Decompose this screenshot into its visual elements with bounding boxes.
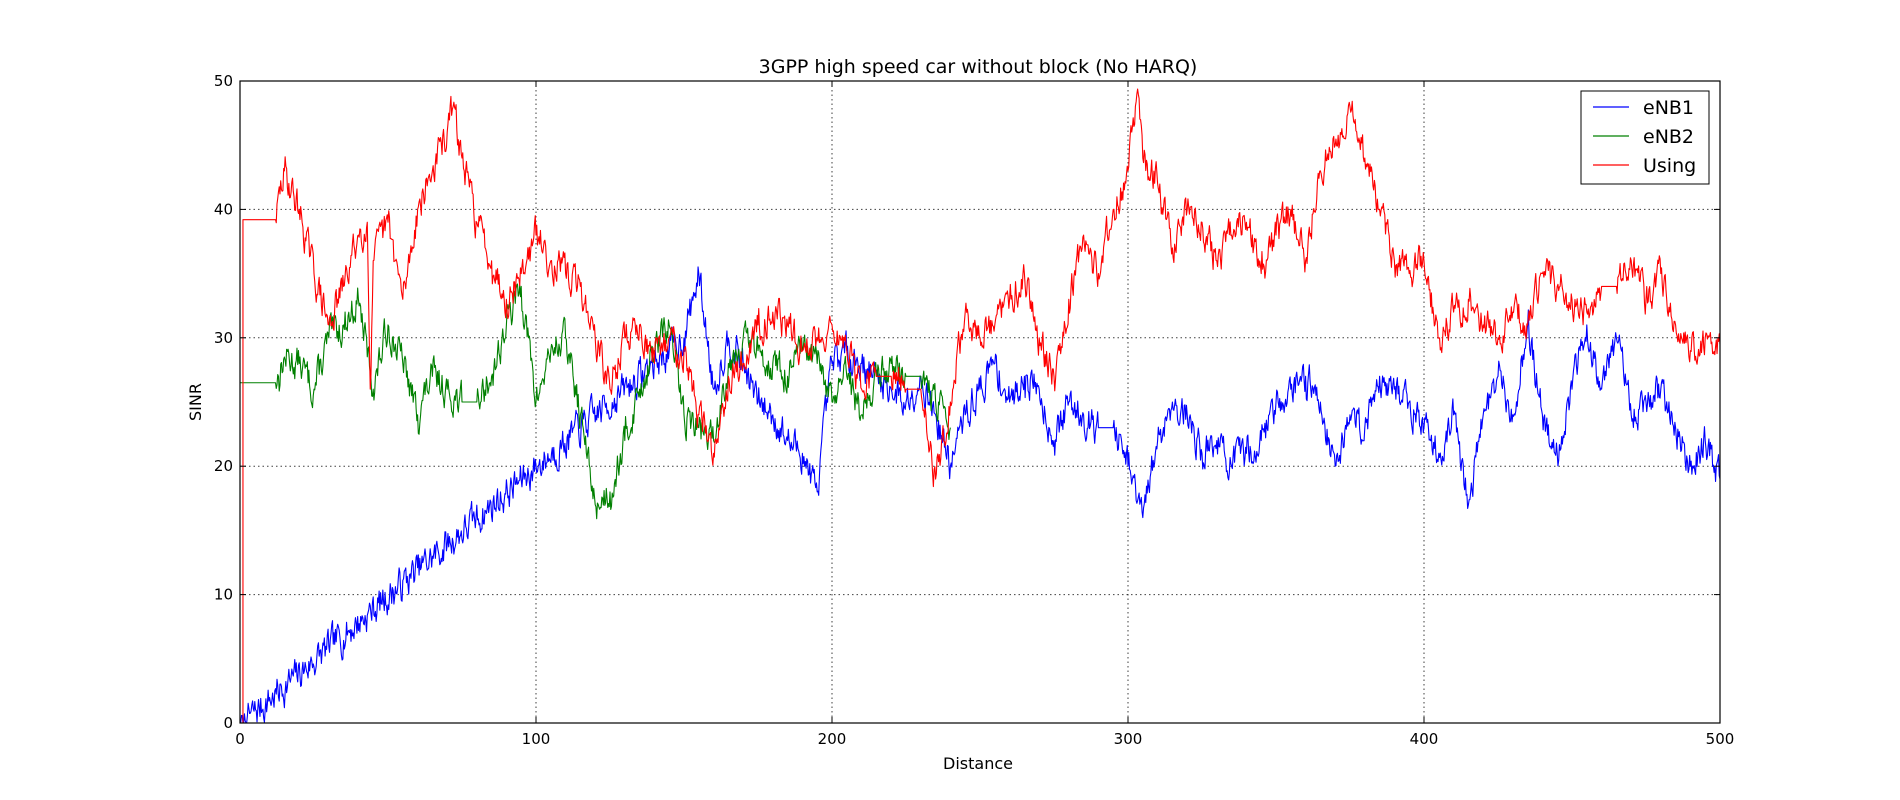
x-tick-label: 200 (818, 730, 847, 748)
y-tick-label: 10 (214, 586, 233, 604)
x-tick-label: 100 (522, 730, 551, 748)
legend-item-using: Using (1593, 155, 1696, 177)
y-tick-label: 20 (214, 457, 233, 475)
y-tick-label: 50 (214, 72, 233, 90)
grid (240, 81, 1720, 723)
x-tick-label: 0 (235, 730, 245, 748)
legend-label-enb2: eNB2 (1643, 126, 1694, 148)
y-tick-label: 0 (223, 714, 233, 732)
legend: eNB1 eNB2 Using (1580, 90, 1710, 185)
plot-area (240, 81, 1720, 723)
series-line-enb2 (240, 283, 951, 520)
series-line-using (242, 88, 1721, 723)
series-line-enb1 (240, 266, 1721, 724)
y-tick-label: 30 (214, 329, 233, 347)
x-tick-label: 400 (1410, 730, 1439, 748)
plot-frame (239, 80, 1721, 724)
chart-title: 3GPP high speed car without block (No HA… (759, 56, 1198, 78)
series-layer (240, 88, 1721, 724)
x-tick-label: 300 (1114, 730, 1143, 748)
y-tick-label: 40 (214, 200, 233, 218)
legend-label-enb1: eNB1 (1643, 97, 1694, 119)
legend-item-enb1: eNB1 (1593, 97, 1694, 119)
x-tick-label: 500 (1706, 730, 1735, 748)
axis-ticks: 0 100 200 300 400 500 0 10 20 30 40 50 (214, 72, 1734, 748)
x-axis-title: Distance (943, 754, 1013, 773)
legend-label-using: Using (1643, 155, 1696, 177)
y-axis-title: SINR (186, 383, 205, 421)
legend-item-enb2: eNB2 (1593, 126, 1694, 148)
